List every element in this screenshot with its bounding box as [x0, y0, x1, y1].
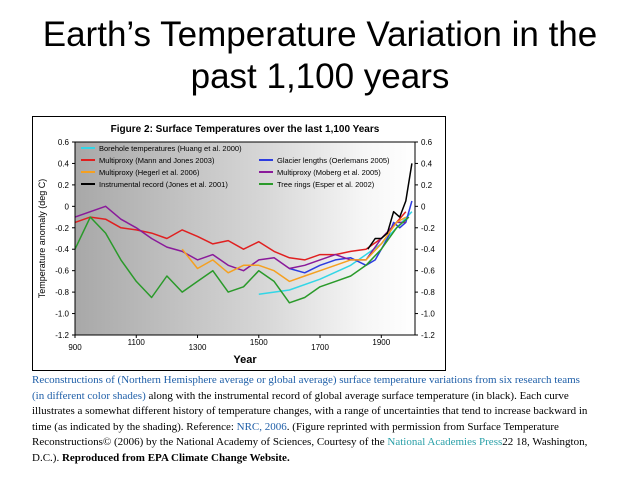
y-tick-label-right-0: 0.6 — [421, 138, 433, 147]
y-tick-label-right-2: 0.2 — [421, 181, 433, 190]
series-line-7 — [367, 163, 413, 250]
caption-source: Reproduced from EPA Climate Change Websi… — [61, 451, 290, 464]
x-tick-label-1: 1100 — [128, 338, 146, 347]
y-tick-label-right-9: -1.2 — [421, 331, 435, 340]
plot-frame — [74, 141, 416, 336]
y-tick-label-right-3: 0 — [421, 202, 426, 211]
figure-caption: Reconstructions of (Northern Hemisphere … — [32, 373, 592, 466]
y-tick-label-left-3: 0 — [65, 202, 70, 211]
caption-text-1: along with the instrumental record of gl… — [32, 389, 588, 433]
legend-label-3: Multiproxy (Mann and Jones 2003) — [99, 156, 215, 165]
y-tick-label-right-8: -1.0 — [421, 310, 435, 319]
series-line-2 — [289, 200, 413, 274]
legend-label-4: Multiproxy (Moberg et al. 2005) — [277, 168, 381, 177]
y-tick-label-left-2: 0.2 — [58, 181, 70, 190]
series-line-6 — [74, 216, 410, 304]
legend-label-6: Tree rings (Esper et al. 2002) — [277, 180, 375, 189]
x-tick-label-4: 1700 — [311, 343, 329, 352]
series-line-1 — [258, 211, 413, 296]
temperature-chart: Figure 2: Surface Temperatures over the … — [37, 124, 435, 366]
y-tick-label-left-9: -1.2 — [55, 331, 69, 340]
chart-title: Figure 2: Surface Temperatures over the … — [111, 124, 380, 135]
slide-title-line-1: Earth’s Temperature Variation in the — [42, 15, 598, 54]
caption-reconstructions-link[interactable]: Reconstructions of (Northern Hemisphere … — [32, 374, 580, 402]
slide-title-line-2: past 1,100 years — [190, 57, 450, 96]
series-line-3 — [74, 211, 407, 261]
slide-title: Earth’s Temperature Variation in the pas… — [0, 14, 640, 98]
y-tick-label-left-1: 0.4 — [58, 159, 70, 168]
x-tick-label-5: 1900 — [372, 338, 390, 347]
plot-area — [75, 142, 415, 335]
caption-nrc-link[interactable]: NRC, 2006 — [236, 420, 287, 433]
figure-panel: Figure 2: Surface Temperatures over the … — [32, 116, 446, 371]
series-line-5 — [181, 216, 407, 283]
caption-press-link[interactable]: National Academies Press — [387, 436, 503, 448]
caption-text-2: . (Figure reprinted with permission from… — [32, 420, 559, 449]
y-tick-label-left-6: -0.6 — [55, 267, 69, 276]
y-tick-label-right-5: -0.4 — [421, 245, 435, 254]
y-tick-label-left-0: 0.6 — [58, 138, 70, 147]
x-tick-label-2: 1300 — [189, 343, 207, 352]
y-tick-label-left-7: -0.8 — [55, 288, 69, 297]
y-tick-label-right-4: -0.2 — [421, 224, 435, 233]
y-axis-label: Temperature anomaly (deg C) — [37, 179, 47, 299]
y-tick-label-left-4: -0.2 — [55, 224, 69, 233]
legend-label-2: Glacier lengths (Oerlemans 2005) — [277, 156, 390, 165]
x-axis-label: Year — [233, 354, 257, 366]
caption-text-3: 22 18, Washington, D.C.). — [32, 436, 588, 464]
x-tick-label-3: 1500 — [250, 338, 268, 347]
legend-label-7: Instrumental record (Jones et al. 2001) — [99, 180, 228, 189]
y-tick-label-left-8: -1.0 — [55, 310, 69, 319]
y-tick-label-left-5: -0.4 — [55, 245, 69, 254]
y-tick-label-right-7: -0.8 — [421, 288, 435, 297]
y-tick-label-right-6: -0.6 — [421, 267, 435, 276]
legend-label-1: Borehole temperatures (Huang et al. 2000… — [99, 144, 242, 153]
x-tick-label-0: 900 — [68, 343, 82, 352]
y-tick-label-right-1: 0.4 — [421, 159, 433, 168]
legend-label-5: Multiproxy (Hegerl et al. 2006) — [99, 168, 200, 177]
